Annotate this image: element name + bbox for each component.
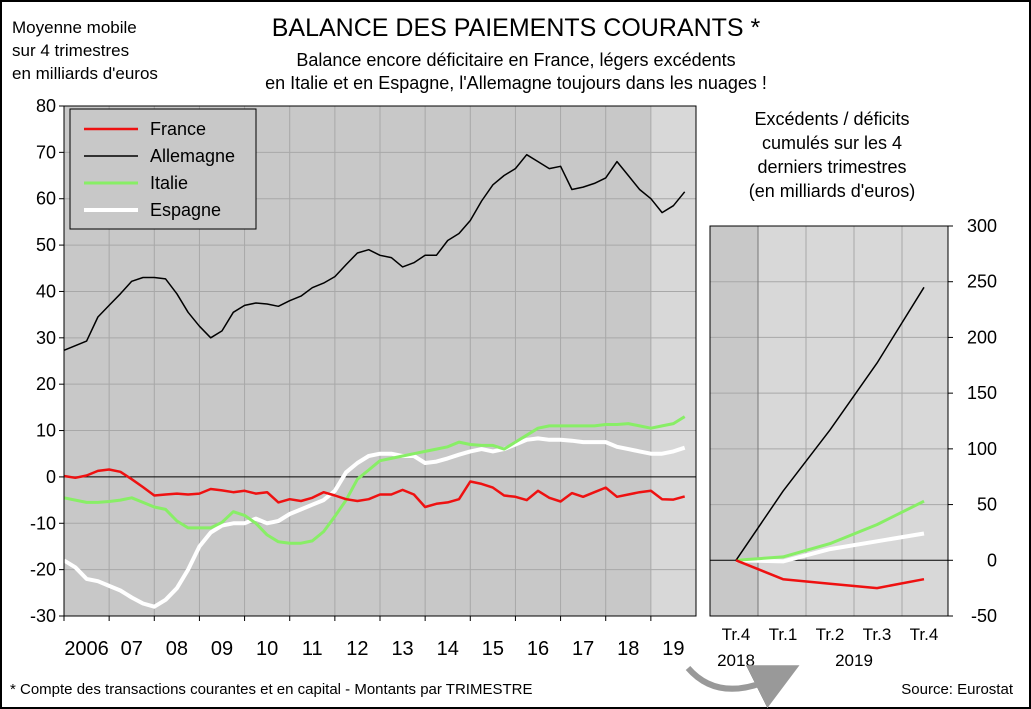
left-y-tick-label: 50 <box>36 235 56 255</box>
left-y-tick-label: -10 <box>30 513 56 533</box>
left-y-tick-label: 60 <box>36 189 56 209</box>
left-x-tick-label: 17 <box>572 638 594 660</box>
curved-arrow-icon <box>685 665 800 709</box>
series-line-france <box>63 468 686 509</box>
left-x-tick-label: 07 <box>121 638 143 660</box>
right-title-line-3: derniers trimestres <box>757 157 906 177</box>
y-axis-label-line-2: sur 4 trimestres <box>12 41 129 60</box>
right-series-line-espagne <box>735 531 925 564</box>
series-line-italie <box>63 415 686 545</box>
left-y-tick-label: 70 <box>36 142 56 162</box>
right-y-tick-label: 200 <box>967 327 997 347</box>
right-x-tick-label: Tr.1 <box>769 625 798 644</box>
right-prior-year-region <box>710 226 758 616</box>
left-x-tick-label: 13 <box>391 638 413 660</box>
left-x-tick-label: 10 <box>256 638 278 660</box>
right-y-tick-label: -50 <box>971 606 997 626</box>
right-title-line-4: (en milliards d'euros) <box>749 181 916 201</box>
left-y-tick-label: 20 <box>36 374 56 394</box>
left-y-tick-label: 0 <box>46 467 56 487</box>
left-y-tick-label: -20 <box>30 560 56 580</box>
left-y-tick-label: -30 <box>30 606 56 626</box>
left-x-tick-label: 14 <box>437 638 459 660</box>
left-x-tick-label: 18 <box>617 638 639 660</box>
legend-label-italie: Italie <box>150 173 188 193</box>
left-x-tick-label: 12 <box>346 638 368 660</box>
right-series-line-france <box>735 559 925 590</box>
right-y-tick-label: 100 <box>967 439 997 459</box>
left-y-tick-label: 40 <box>36 281 56 301</box>
right-x-tick-label: Tr.4 <box>910 625 939 644</box>
left-x-tick-label: 16 <box>527 638 549 660</box>
chart-subtitle-line-2: en Italie et en Espagne, l'Allemagne tou… <box>265 73 767 93</box>
right-x-tick-label: Tr.3 <box>863 625 892 644</box>
right-x-tick-label: Tr.2 <box>816 625 845 644</box>
right-year-label: 2019 <box>835 651 873 670</box>
chart-title: BALANCE DES PAIEMENTS COURANTS * <box>272 14 761 42</box>
right-x-tick-label: Tr.4 <box>722 625 751 644</box>
right-series-line-italie <box>735 499 925 562</box>
footnote: * Compte des transactions courantes et e… <box>10 681 532 698</box>
left-y-tick-label: 10 <box>36 421 56 441</box>
right-y-tick-label: 0 <box>987 550 997 570</box>
right-title-line-2: cumulés sur les 4 <box>762 133 902 153</box>
right-y-tick-label: 250 <box>967 272 997 292</box>
legend-label-espagne: Espagne <box>150 200 221 220</box>
left-x-tick-label: 15 <box>482 638 504 660</box>
left-y-tick-label: 30 <box>36 328 56 348</box>
legend-label-allemagne: Allemagne <box>150 146 235 166</box>
left-x-tick-label: 08 <box>166 638 188 660</box>
source-note: Source: Eurostat <box>901 681 1014 698</box>
left-x-tick-label: 2006 <box>64 638 109 660</box>
y-axis-label-line-1: Moyenne mobile <box>12 18 137 37</box>
right-plot-border <box>709 225 949 617</box>
right-title-line-1: Excédents / déficits <box>754 109 909 129</box>
right-series-line-allemagne <box>735 286 925 561</box>
right-year-label: 2018 <box>717 651 755 670</box>
left-x-tick-label: 09 <box>211 638 233 660</box>
series-line-allemagne <box>63 153 686 351</box>
left-x-tick-label: 19 <box>662 638 684 660</box>
right-y-tick-label: 50 <box>977 495 997 515</box>
chart-subtitle-line-1: Balance encore déficitaire en France, lé… <box>296 50 735 70</box>
legend: France Allemagne Italie Espagne <box>69 108 257 230</box>
right-y-tick-label: 300 <box>967 216 997 236</box>
series-line-espagne <box>62 436 686 609</box>
left-shaded-region <box>650 106 696 616</box>
left-y-tick-label: 80 <box>36 96 56 116</box>
y-axis-label-line-3: en milliards d'euros <box>12 64 158 83</box>
legend-label-france: France <box>150 119 206 139</box>
left-x-tick-label: 11 <box>302 638 323 660</box>
right-y-tick-label: 150 <box>967 383 997 403</box>
